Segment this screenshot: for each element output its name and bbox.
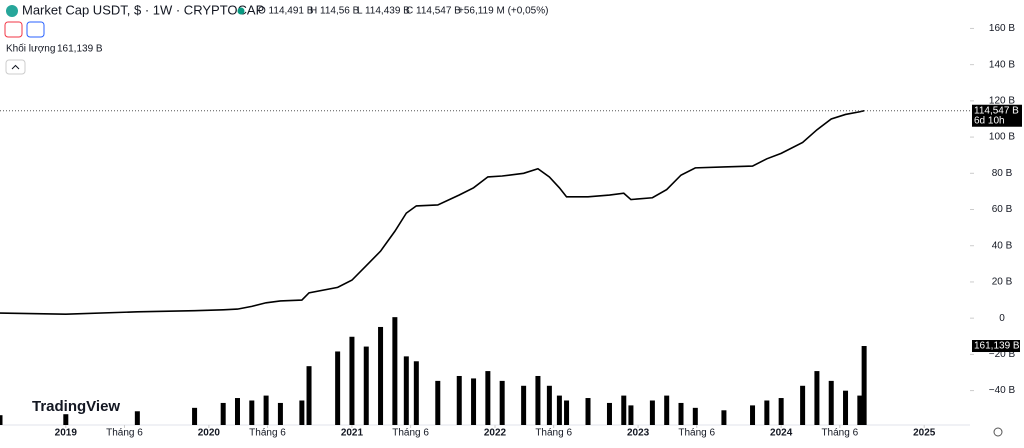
volume-bar bbox=[349, 336, 355, 425]
x-tick-label: 2022 bbox=[484, 428, 507, 439]
ohlc-close: C 114,547 B bbox=[406, 6, 461, 17]
countdown: 6d 10h bbox=[974, 115, 1005, 126]
chart-title: Market Cap USDT, $ · 1W · CRYPTOCAP bbox=[22, 2, 264, 17]
volume-bar bbox=[800, 385, 806, 425]
indicator-button[interactable] bbox=[4, 21, 23, 38]
volume-bar bbox=[363, 346, 369, 425]
volume-label: Khối lượng bbox=[6, 43, 55, 55]
volume-bar bbox=[564, 400, 570, 425]
volume-bar bbox=[192, 407, 198, 425]
volume-bar bbox=[585, 398, 591, 425]
ohlc-high: H 114,56 B bbox=[310, 6, 360, 17]
price-line bbox=[0, 109, 865, 315]
indicator-button[interactable] bbox=[26, 21, 45, 38]
volume-badge: 161,139 B bbox=[974, 341, 1020, 352]
volume-bar bbox=[535, 375, 541, 425]
logo: TradingView bbox=[32, 398, 120, 415]
volume-bar bbox=[628, 405, 634, 425]
volume-bar bbox=[546, 385, 552, 425]
volume-bar bbox=[456, 375, 462, 425]
volume-bar bbox=[277, 402, 283, 425]
volume-bar bbox=[828, 380, 834, 425]
volume-bar bbox=[678, 402, 684, 425]
volume-bar bbox=[778, 398, 784, 425]
y-tick-label: 40 B bbox=[992, 240, 1013, 251]
volume-bar bbox=[306, 366, 312, 425]
ohlc-open: O 114,491 B bbox=[258, 6, 314, 17]
volume-bar bbox=[664, 395, 670, 425]
volume-bar bbox=[392, 317, 398, 425]
volume-bar bbox=[471, 378, 477, 425]
volume-bar bbox=[857, 395, 863, 425]
volume-bar bbox=[692, 407, 698, 425]
volume-bar bbox=[649, 400, 655, 425]
volume-bar bbox=[234, 398, 240, 425]
x-tick-label: Tháng 6 bbox=[821, 428, 858, 439]
volume-bar bbox=[843, 390, 849, 425]
volume-bar bbox=[556, 395, 562, 425]
volume-bar bbox=[378, 326, 384, 425]
volume-bar bbox=[134, 411, 140, 425]
collapse-icon bbox=[11, 64, 20, 70]
volume-bar bbox=[335, 351, 341, 425]
volume-badge-bg bbox=[972, 340, 1020, 353]
x-tick-label: 2020 bbox=[198, 428, 221, 439]
price-badge: 114,547 B bbox=[974, 105, 1019, 116]
ohlc-change: +56,119 M (+0,05%) bbox=[458, 6, 548, 17]
y-tick-label: −20 B bbox=[989, 349, 1016, 360]
x-tick-label: 2019 bbox=[55, 428, 78, 439]
volume-bar bbox=[814, 371, 820, 425]
symbol-icon bbox=[6, 5, 18, 17]
collapse-button[interactable] bbox=[5, 59, 26, 75]
x-tick-label: 2024 bbox=[770, 428, 793, 439]
volume-bar bbox=[413, 361, 419, 425]
volume-bar bbox=[750, 405, 756, 425]
volume-bar bbox=[764, 400, 770, 425]
volume-bar bbox=[606, 402, 612, 425]
x-tick-label: Tháng 6 bbox=[535, 428, 572, 439]
volume-bar bbox=[0, 415, 3, 425]
price-badge-bg bbox=[972, 104, 1022, 127]
y-tick-label: 160 B bbox=[989, 23, 1015, 34]
ohlc-low: L 114,439 B bbox=[357, 6, 410, 17]
settings-icon[interactable] bbox=[993, 427, 1003, 437]
volume-bar bbox=[621, 395, 627, 425]
x-tick-label: Tháng 6 bbox=[249, 428, 286, 439]
volume-bar bbox=[521, 385, 527, 425]
x-tick-label: Tháng 6 bbox=[106, 428, 143, 439]
y-tick-label: 80 B bbox=[992, 168, 1013, 179]
volume-bar bbox=[263, 395, 269, 425]
volume-bar bbox=[721, 410, 727, 425]
y-tick-label: 20 B bbox=[992, 277, 1013, 288]
x-tick-label: 2023 bbox=[627, 428, 650, 439]
x-tick-label: 2025 bbox=[913, 428, 936, 439]
volume-bar bbox=[249, 400, 255, 425]
volume-bar bbox=[220, 402, 226, 425]
y-tick-label: 0 bbox=[999, 313, 1005, 324]
volume-bar bbox=[861, 346, 867, 425]
volume-bar bbox=[499, 380, 505, 425]
volume-bar bbox=[435, 380, 441, 425]
volume-bar bbox=[299, 400, 305, 425]
y-tick-label: 60 B bbox=[992, 204, 1013, 215]
y-tick-label: 100 B bbox=[989, 132, 1015, 143]
volume-bar bbox=[485, 371, 491, 425]
volume-value: 161,139 B bbox=[57, 44, 103, 55]
x-tick-label: Tháng 6 bbox=[392, 428, 429, 439]
x-tick-label: 2021 bbox=[341, 428, 364, 439]
volume-bar bbox=[403, 356, 409, 425]
y-tick-label: −40 B bbox=[989, 385, 1016, 396]
y-tick-label: 120 B bbox=[989, 96, 1015, 107]
y-tick-label: 140 B bbox=[989, 59, 1015, 70]
x-tick-label: Tháng 6 bbox=[678, 428, 715, 439]
volume-bar bbox=[63, 414, 69, 425]
status-dot bbox=[237, 7, 245, 15]
